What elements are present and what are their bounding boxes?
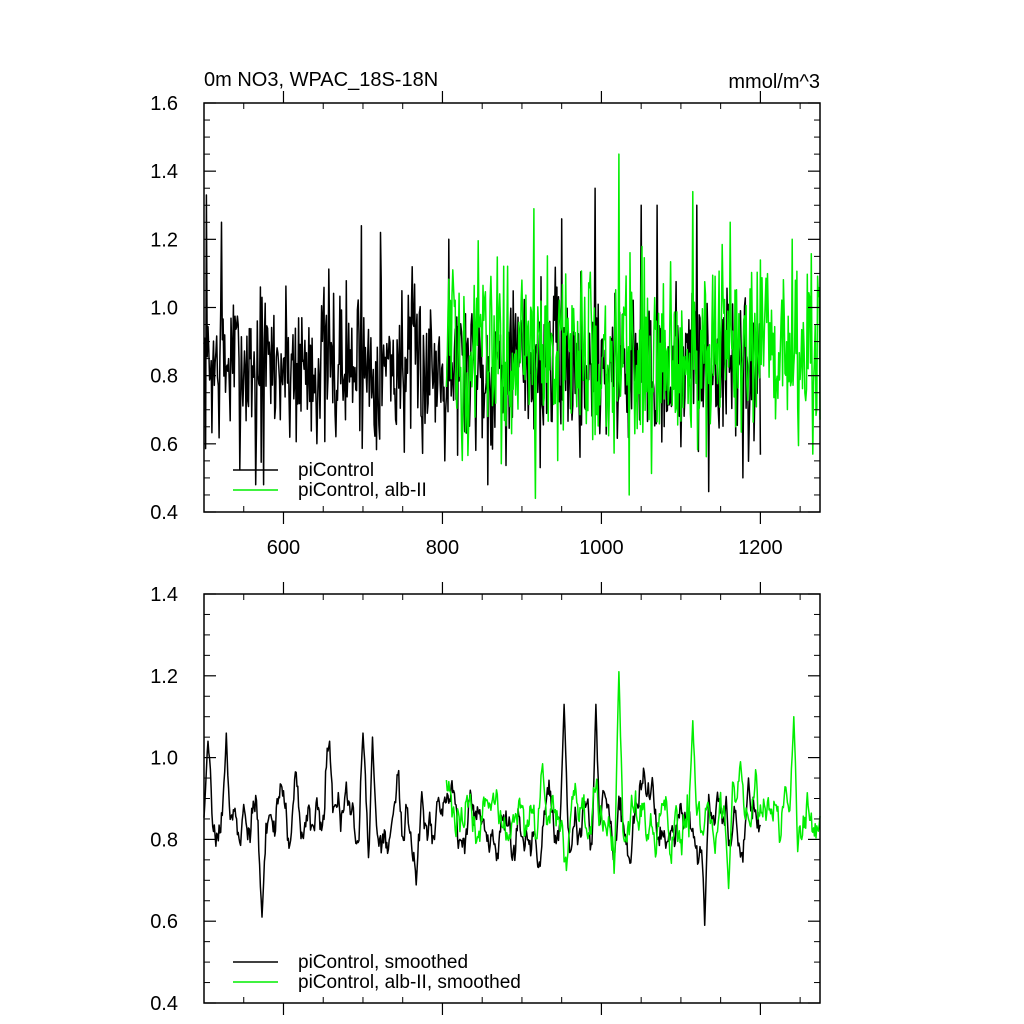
top-series-layer xyxy=(203,153,821,500)
y-tick-label: 0.4 xyxy=(150,502,178,524)
bottom-ticks-layer: 0.4 0.6 0.8 1.0 1.2 1.4 xyxy=(150,582,820,1015)
x-tick-label: 1000 xyxy=(579,537,624,559)
legend-label-picontrol: piControl xyxy=(298,460,374,481)
top-panel: 0m NO3, WPAC_18S-18N mmol/m^3 0.4 0.6 0.8 1… xyxy=(150,69,821,559)
legend-label-picontrol-alb-ii-smoothed: piControl, alb-II, smoothed xyxy=(298,972,521,993)
x-tick-label: 1200 xyxy=(738,537,783,559)
bottom-series-layer xyxy=(203,670,821,927)
x-tick-label: 600 xyxy=(267,537,300,559)
y-tick-label: 0.8 xyxy=(150,366,178,388)
top-panel-units: mmol/m^3 xyxy=(728,71,820,93)
bottom-legend: piControl, smoothed piControl, alb-II, s… xyxy=(233,952,521,993)
y-tick-label: 1.4 xyxy=(150,584,178,606)
legend-label-picontrol-alb-ii: piControl, alb-II xyxy=(298,480,427,501)
y-tick-label: 0.8 xyxy=(150,829,178,851)
x-tick-label: 800 xyxy=(426,537,459,559)
legend-label-picontrol-smoothed: piControl, smoothed xyxy=(298,952,468,973)
top-legend: piControl piControl, alb-II xyxy=(233,460,427,501)
series-line-1-1 xyxy=(445,670,821,890)
y-tick-label: 0.6 xyxy=(150,434,178,456)
top-panel-title: 0m NO3, WPAC_18S-18N xyxy=(204,69,438,91)
y-tick-label: 1.0 xyxy=(150,748,178,770)
top-ticks-layer: 0.4 0.6 0.8 1.0 1.2 1.4 1.6 600 800 1000 1200 xyxy=(150,91,820,559)
y-tick-label: 1.2 xyxy=(150,229,178,251)
series-line-0-1 xyxy=(445,153,821,500)
y-tick-label: 1.0 xyxy=(150,298,178,320)
bottom-panel: 0.4 0.6 0.8 1.0 1.2 1.4 piControl, smoothed p… xyxy=(150,582,821,1015)
y-tick-label: 0.4 xyxy=(150,993,178,1015)
y-tick-label: 1.6 xyxy=(150,93,178,115)
y-tick-label: 1.4 xyxy=(150,161,178,183)
y-tick-label: 1.2 xyxy=(150,666,178,688)
series-line-1-0 xyxy=(203,703,762,927)
y-tick-label: 0.6 xyxy=(150,911,178,933)
bottom-plot-frame xyxy=(203,593,821,1004)
